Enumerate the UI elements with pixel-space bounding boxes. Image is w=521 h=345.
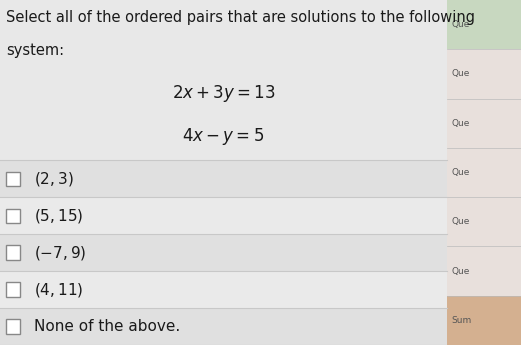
Text: Que: Que <box>451 119 469 128</box>
Bar <box>447 296 521 345</box>
Bar <box>0 234 447 271</box>
Text: system:: system: <box>6 43 65 58</box>
Bar <box>447 148 521 197</box>
FancyBboxPatch shape <box>6 171 20 186</box>
Text: Que: Que <box>451 69 469 78</box>
Bar <box>0 197 447 234</box>
FancyBboxPatch shape <box>6 208 20 223</box>
Bar <box>0 160 447 197</box>
Text: $4x - y = 5$: $4x - y = 5$ <box>182 126 265 147</box>
Text: Select all of the ordered pairs that are solutions to the following: Select all of the ordered pairs that are… <box>6 10 475 25</box>
Text: Sum: Sum <box>451 316 472 325</box>
Bar <box>447 49 521 99</box>
Text: $2x + 3y = 13$: $2x + 3y = 13$ <box>172 83 275 104</box>
Text: None of the above.: None of the above. <box>34 319 180 334</box>
Bar <box>0 308 447 345</box>
Text: $(5, 15)$: $(5, 15)$ <box>34 207 83 225</box>
Bar <box>447 0 521 49</box>
Bar <box>447 246 521 296</box>
Text: $(4, 11)$: $(4, 11)$ <box>34 280 83 299</box>
Text: Que: Que <box>451 168 469 177</box>
Text: $(2, 3)$: $(2, 3)$ <box>34 170 73 188</box>
Bar <box>0 0 447 345</box>
Bar <box>0 271 447 308</box>
FancyBboxPatch shape <box>6 319 20 334</box>
Bar <box>447 197 521 246</box>
Text: Que: Que <box>451 20 469 29</box>
FancyBboxPatch shape <box>6 245 20 260</box>
Bar <box>447 0 521 345</box>
Text: Que: Que <box>451 267 469 276</box>
Bar <box>447 99 521 148</box>
FancyBboxPatch shape <box>6 282 20 297</box>
Text: Que: Que <box>451 217 469 226</box>
Text: $(-7, 9)$: $(-7, 9)$ <box>34 244 86 262</box>
